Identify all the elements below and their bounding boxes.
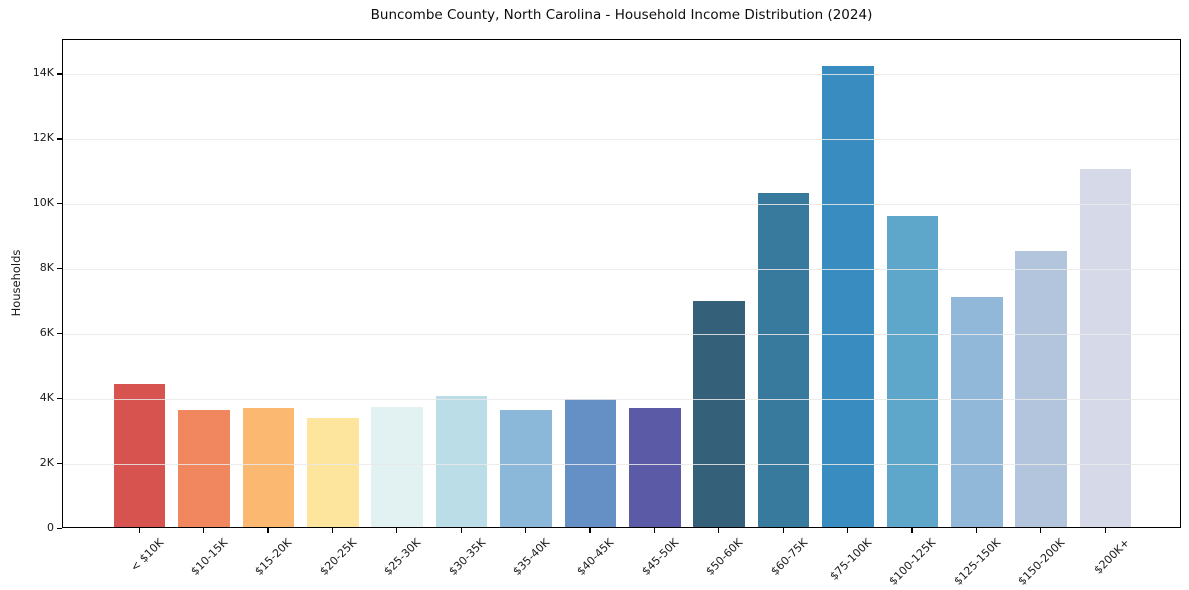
y-tick-mark bbox=[57, 268, 62, 270]
y-tick-mark bbox=[57, 398, 62, 400]
y-tick-mark bbox=[57, 203, 62, 205]
y-tick-mark bbox=[57, 333, 62, 335]
x-tick-mark bbox=[718, 528, 720, 533]
y-tick-label: 10K bbox=[32, 196, 54, 210]
y-axis-label: Households bbox=[9, 249, 23, 317]
bar bbox=[371, 406, 423, 527]
x-tick-mark bbox=[396, 528, 398, 533]
x-tick-mark bbox=[911, 528, 913, 533]
bar bbox=[564, 399, 617, 527]
y-tick-label: 8K bbox=[39, 261, 54, 275]
x-tick-mark bbox=[138, 528, 140, 533]
x-tick-mark bbox=[1040, 528, 1042, 533]
y-tick-label: 2K bbox=[39, 456, 54, 470]
x-tick-mark bbox=[847, 528, 849, 533]
x-tick-mark bbox=[525, 528, 527, 533]
x-tick-mark bbox=[331, 528, 333, 533]
bar bbox=[629, 407, 681, 527]
x-tick-label: < $10K bbox=[127, 536, 166, 575]
x-tick-mark bbox=[782, 528, 784, 533]
gridline bbox=[63, 74, 1180, 76]
x-tick-mark bbox=[267, 528, 269, 533]
bar bbox=[178, 410, 230, 527]
bar bbox=[113, 384, 166, 527]
gridline bbox=[63, 269, 1180, 271]
y-tick-label: 6K bbox=[39, 326, 54, 340]
bar bbox=[693, 300, 745, 527]
chart-title: Buncombe County, North Carolina - Househ… bbox=[370, 7, 873, 23]
gridline bbox=[63, 464, 1180, 466]
x-tick-mark bbox=[1104, 528, 1106, 533]
bar bbox=[822, 65, 874, 527]
x-tick-mark bbox=[203, 528, 205, 533]
y-tick-mark bbox=[57, 528, 62, 530]
plot-area bbox=[62, 39, 1181, 528]
x-tick-mark bbox=[653, 528, 655, 533]
bar bbox=[307, 418, 359, 527]
x-tick-mark bbox=[975, 528, 977, 533]
bar bbox=[951, 296, 1003, 527]
gridline bbox=[63, 204, 1180, 206]
gridline bbox=[63, 399, 1180, 401]
x-tick-mark bbox=[460, 528, 462, 533]
bar bbox=[500, 410, 552, 527]
bar bbox=[242, 408, 295, 527]
y-tick-label: 12K bbox=[32, 131, 54, 145]
y-tick-mark bbox=[57, 463, 62, 465]
bar bbox=[757, 192, 810, 527]
y-tick-label: 4K bbox=[39, 391, 54, 405]
bar bbox=[1015, 250, 1067, 527]
y-tick-label: 14K bbox=[32, 66, 54, 80]
x-tick-mark bbox=[589, 528, 591, 533]
y-tick-label: 0 bbox=[47, 521, 54, 534]
bar bbox=[435, 395, 488, 527]
gridline bbox=[63, 334, 1180, 336]
gridline bbox=[63, 139, 1180, 141]
bar bbox=[886, 215, 939, 527]
y-tick-mark bbox=[57, 73, 62, 75]
bar bbox=[1079, 168, 1132, 527]
y-tick-mark bbox=[57, 138, 62, 140]
